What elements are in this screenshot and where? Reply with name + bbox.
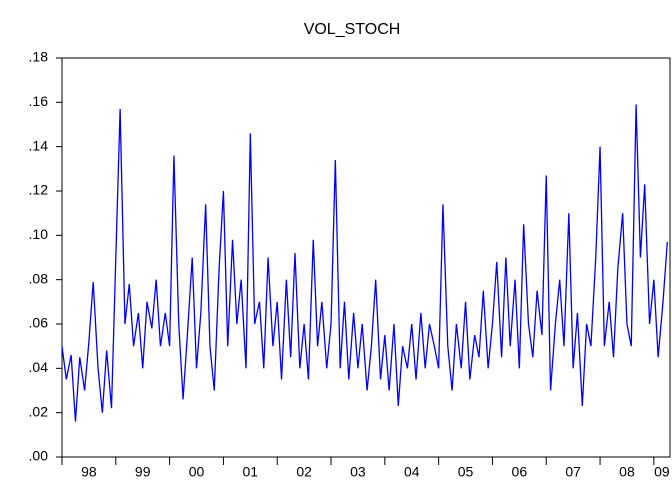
y-tick-label: .00 (29, 448, 49, 464)
x-tick-label: 02 (296, 464, 312, 480)
x-tick-label: 04 (404, 464, 420, 480)
chart-title: VOL_STOCH (304, 21, 401, 38)
x-tick-label: 01 (243, 464, 259, 480)
y-tick-label: .06 (29, 315, 49, 331)
x-tick-label: 08 (619, 464, 635, 480)
y-tick-label: .10 (29, 226, 49, 242)
x-tick-label: 98 (81, 464, 97, 480)
y-tick-label: .14 (29, 137, 49, 153)
y-tick-label: .02 (29, 403, 49, 419)
y-tick-label: .18 (29, 49, 49, 65)
x-tick-label: 09 (654, 464, 670, 480)
x-tick-label: 05 (458, 464, 474, 480)
x-tick-label: 99 (135, 464, 151, 480)
x-tick-label: 03 (350, 464, 366, 480)
plot-frame (61, 57, 671, 458)
y-tick-label: .12 (29, 182, 49, 198)
y-tick-label: .16 (29, 93, 49, 109)
line-series (61, 104, 668, 422)
x-tick-label: 07 (565, 464, 581, 480)
x-tick-label: 00 (189, 464, 205, 480)
y-tick-label: .04 (29, 359, 49, 375)
y-tick-label: .08 (29, 270, 49, 286)
x-tick-label: 06 (512, 464, 528, 480)
